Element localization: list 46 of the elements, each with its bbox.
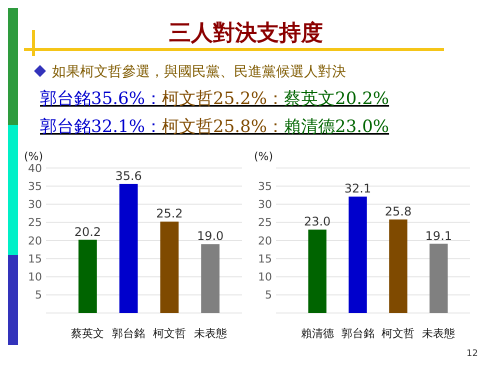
text: 12: [466, 349, 478, 359]
y-tick-label: 25: [258, 216, 272, 230]
x-tick-label: 柯文哲: [152, 327, 186, 340]
x-tick-label: 郭台銘: [341, 327, 374, 340]
data-label: 20.2: [74, 224, 102, 239]
data-label: 25.8: [384, 204, 412, 218]
bar: [389, 219, 408, 313]
x-tick-label: 未表態: [422, 327, 456, 340]
bar: [119, 184, 138, 313]
y-tick-label: 15: [28, 252, 42, 266]
x-tick-label: 未表態: [194, 327, 227, 340]
text: 郭台銘32.1%：柯文哲25.8%：賴清德23.0%: [40, 117, 390, 137]
y-tick-label: 10: [28, 270, 42, 284]
y-tick-label: 15: [258, 252, 272, 266]
data-label: 19.0: [196, 229, 224, 244]
y-tick-label: 5: [35, 288, 42, 302]
chart-title: 三人對決支持度: [169, 20, 323, 46]
y-axis-title: (%): [254, 150, 274, 163]
y-tick-label: 30: [28, 198, 42, 212]
y-tick-label: 20: [258, 234, 272, 248]
bar: [430, 244, 448, 313]
bar: [308, 230, 326, 313]
bar: [78, 240, 97, 313]
data-label: 32.1: [344, 182, 372, 196]
y-tick-label: 35: [28, 180, 42, 193]
y-tick-label: 20: [28, 234, 42, 248]
bar: [348, 196, 367, 313]
y-axis-title: (%): [24, 150, 44, 163]
data-label: 23.0: [304, 214, 331, 229]
x-tick-label: 賴清德: [300, 327, 334, 340]
bar: [160, 222, 179, 313]
x-tick-label: 柯文哲: [382, 327, 415, 340]
data-label: 19.1: [425, 228, 452, 243]
x-tick-label: 蔡英文: [71, 327, 104, 340]
y-tick-label: 25: [28, 216, 42, 230]
y-tick-label: 35: [258, 180, 272, 193]
x-tick-label: 郭台銘: [112, 327, 146, 340]
y-tick-label: 10: [258, 270, 272, 284]
bar: [201, 244, 220, 313]
data-label: 25.2: [156, 206, 183, 221]
chart-subtitle: 如果柯文哲參選，與國民黨、民進黨候選人對決: [52, 64, 346, 80]
y-tick-label: 5: [265, 288, 272, 302]
y-tick-label: 40: [28, 162, 42, 175]
text: 郭台銘35.6%：柯文哲25.2%：蔡英文20.2%: [40, 89, 390, 109]
y-tick-label: 30: [258, 198, 272, 212]
data-label: 35.6: [115, 168, 142, 183]
